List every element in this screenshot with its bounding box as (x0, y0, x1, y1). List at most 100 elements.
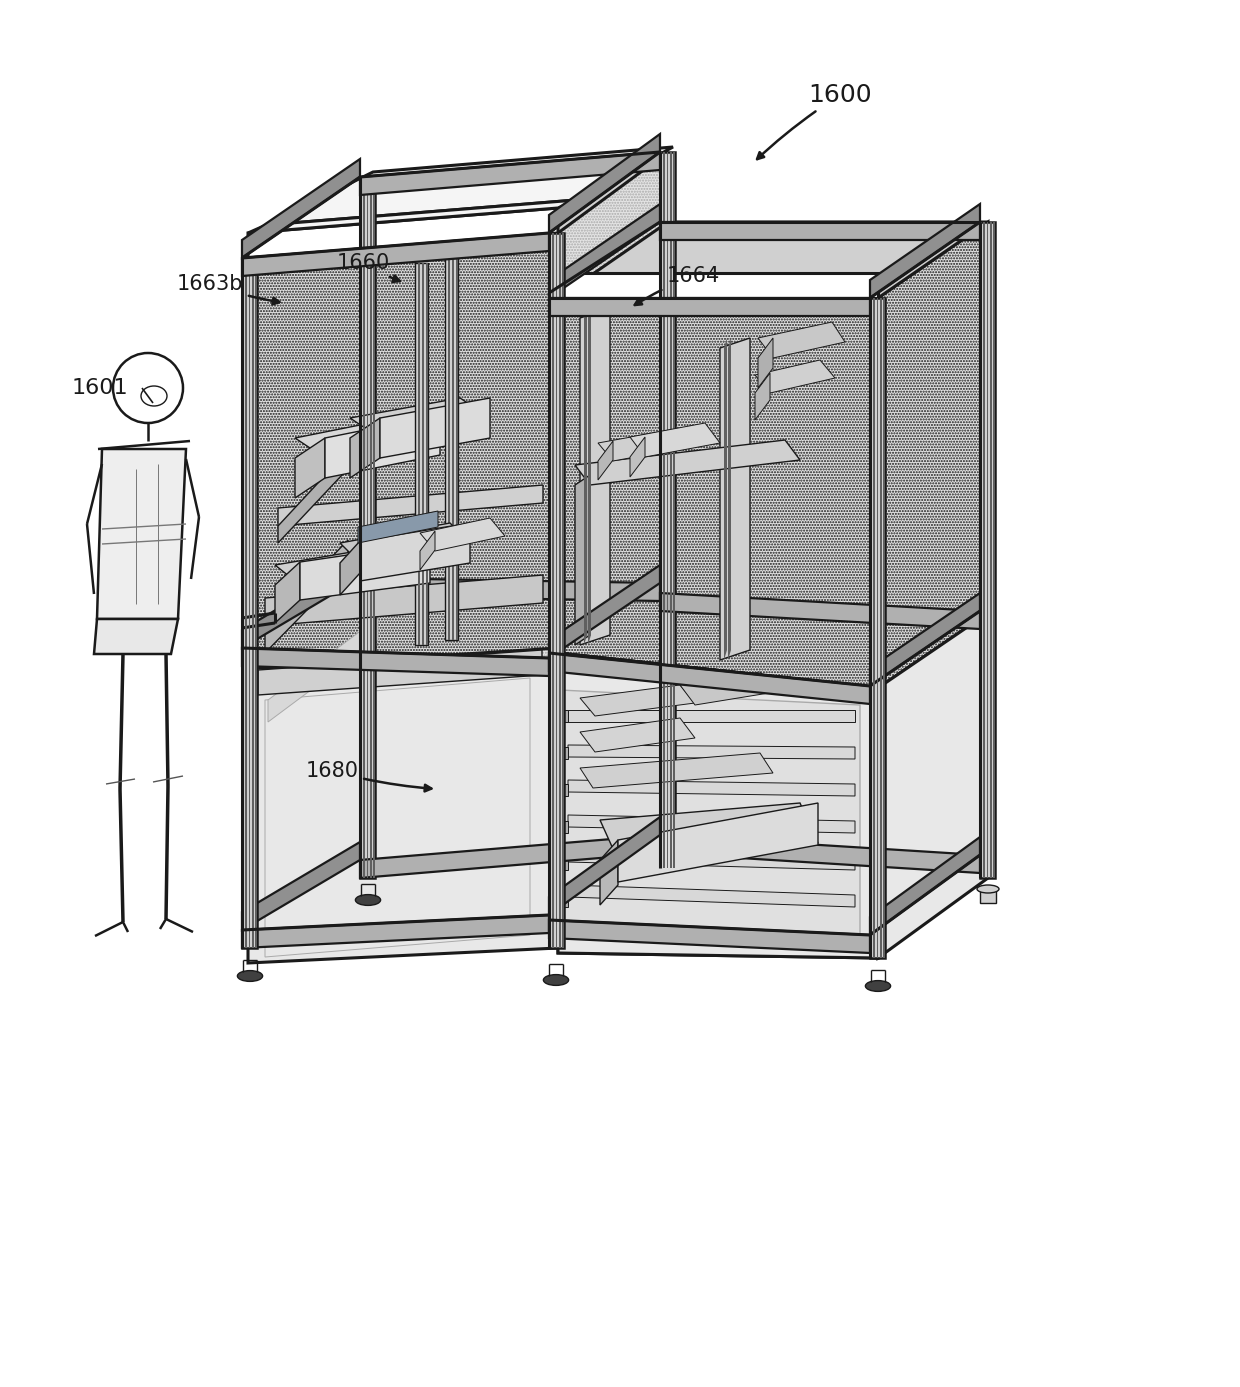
Polygon shape (295, 415, 440, 458)
Polygon shape (558, 653, 878, 958)
Polygon shape (360, 178, 374, 878)
Polygon shape (552, 233, 554, 947)
Polygon shape (568, 779, 856, 796)
Polygon shape (415, 264, 428, 645)
Polygon shape (242, 915, 549, 947)
Polygon shape (265, 576, 543, 626)
Polygon shape (445, 258, 458, 639)
Polygon shape (549, 817, 660, 915)
Polygon shape (618, 803, 818, 882)
Polygon shape (350, 398, 490, 438)
Polygon shape (549, 233, 564, 947)
Polygon shape (870, 298, 885, 958)
Text: 1663b: 1663b (177, 275, 279, 304)
Polygon shape (983, 222, 985, 878)
Polygon shape (600, 841, 618, 904)
Polygon shape (549, 233, 551, 947)
Polygon shape (728, 338, 732, 660)
Polygon shape (456, 258, 458, 639)
Polygon shape (560, 710, 568, 723)
Polygon shape (249, 258, 250, 947)
Polygon shape (987, 222, 988, 878)
Polygon shape (568, 710, 856, 723)
Polygon shape (360, 835, 660, 878)
Polygon shape (418, 264, 420, 645)
Polygon shape (720, 338, 750, 660)
Polygon shape (558, 273, 878, 298)
Polygon shape (670, 153, 672, 868)
Polygon shape (549, 298, 870, 316)
Polygon shape (755, 361, 835, 393)
Polygon shape (275, 542, 430, 585)
Polygon shape (549, 204, 660, 298)
Polygon shape (660, 835, 980, 872)
Text: 1600: 1600 (758, 83, 872, 160)
Polygon shape (755, 373, 770, 420)
Polygon shape (360, 153, 660, 196)
Polygon shape (600, 803, 818, 860)
Polygon shape (558, 653, 878, 958)
Polygon shape (420, 531, 435, 570)
Polygon shape (758, 338, 773, 388)
Text: 1660: 1660 (336, 252, 399, 282)
Polygon shape (878, 613, 988, 958)
Polygon shape (980, 889, 996, 903)
Polygon shape (340, 523, 470, 563)
Polygon shape (368, 153, 668, 878)
Polygon shape (559, 233, 560, 947)
Polygon shape (242, 560, 360, 648)
Polygon shape (877, 298, 878, 958)
Polygon shape (560, 821, 568, 834)
Polygon shape (360, 178, 362, 878)
Polygon shape (980, 222, 982, 878)
Polygon shape (363, 178, 365, 878)
Polygon shape (878, 222, 988, 688)
Polygon shape (568, 850, 856, 870)
Polygon shape (673, 153, 675, 868)
Ellipse shape (237, 971, 263, 982)
Polygon shape (667, 153, 668, 868)
Polygon shape (248, 178, 368, 669)
Polygon shape (560, 784, 568, 796)
Polygon shape (549, 565, 660, 657)
Polygon shape (870, 836, 980, 935)
Polygon shape (588, 308, 591, 645)
Polygon shape (427, 264, 428, 645)
Polygon shape (278, 440, 358, 542)
Polygon shape (94, 619, 179, 655)
Polygon shape (248, 208, 558, 258)
Polygon shape (248, 578, 368, 963)
Polygon shape (990, 222, 992, 878)
Polygon shape (584, 308, 587, 645)
Polygon shape (549, 653, 870, 705)
Polygon shape (367, 178, 368, 878)
Polygon shape (560, 895, 568, 907)
Polygon shape (325, 415, 440, 479)
Polygon shape (660, 594, 980, 628)
Polygon shape (880, 298, 882, 958)
Polygon shape (580, 753, 773, 788)
Polygon shape (248, 233, 558, 669)
Polygon shape (568, 816, 856, 834)
Polygon shape (420, 517, 505, 551)
Polygon shape (373, 178, 374, 878)
Polygon shape (265, 678, 529, 957)
Polygon shape (568, 745, 856, 759)
Polygon shape (870, 594, 980, 687)
Polygon shape (248, 669, 558, 963)
Polygon shape (422, 264, 424, 645)
Ellipse shape (543, 975, 569, 985)
Polygon shape (265, 540, 348, 653)
Polygon shape (370, 178, 372, 878)
Polygon shape (248, 200, 577, 233)
Polygon shape (598, 441, 613, 480)
Polygon shape (558, 298, 878, 688)
Polygon shape (598, 430, 684, 460)
Polygon shape (883, 298, 885, 958)
Polygon shape (360, 523, 470, 581)
Polygon shape (870, 298, 872, 958)
Polygon shape (549, 135, 660, 233)
Polygon shape (549, 920, 870, 953)
Ellipse shape (866, 981, 890, 992)
Polygon shape (97, 449, 186, 619)
